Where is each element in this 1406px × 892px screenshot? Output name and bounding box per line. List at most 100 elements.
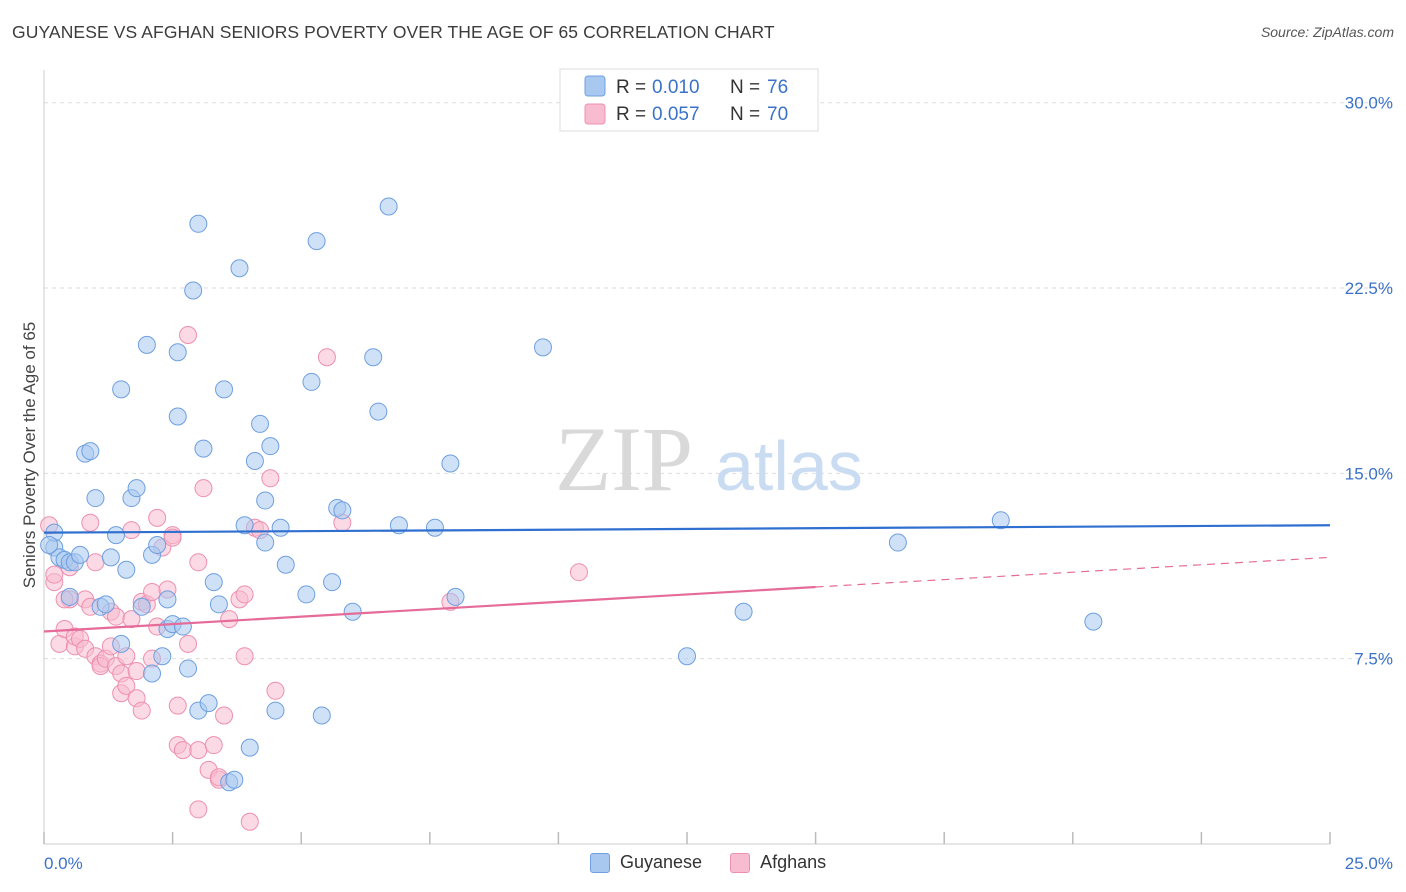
guyanese-point (425, 518, 444, 537)
guyanese-point (168, 407, 187, 426)
y-tick-label: 30.0% (1345, 94, 1393, 113)
chart-title: GUYANESE VS AFGHAN SENIORS POVERTY OVER … (12, 22, 775, 42)
legend-guyanese-n-label: N = (730, 77, 765, 98)
afghans-point (240, 812, 259, 831)
guyanese-point (158, 590, 177, 609)
guyanese-point (194, 439, 213, 458)
watermark: ZIP atlas (555, 408, 863, 510)
guyanese-point (261, 437, 280, 456)
x-tick-label-max: 25.0% (1345, 854, 1393, 873)
guyanese-point (302, 372, 321, 391)
afghans-trend-line (43, 585, 816, 633)
legend-guyanese-r-label: R = (616, 77, 651, 98)
guyanese-point (333, 501, 352, 520)
guyanese-point (173, 617, 192, 636)
guyanese-point (256, 533, 275, 552)
guyanese-point (112, 380, 131, 399)
guyanese-point (132, 597, 151, 616)
guyanese-point (533, 338, 552, 357)
guyanese-trend-line (43, 524, 1331, 534)
trend-lines (43, 524, 1331, 633)
guyanese-point (71, 545, 90, 564)
guyanese-point (256, 491, 275, 510)
guyanese-point (148, 536, 167, 555)
guyanese-point (209, 595, 228, 614)
afghans-point (163, 528, 182, 547)
guyanese-point (60, 587, 79, 606)
guyanese-point (168, 343, 187, 362)
afghans-point (194, 479, 213, 498)
guyanese-point (199, 694, 218, 713)
afghans-point (317, 348, 336, 367)
legend-afghans-r-label: R = (616, 104, 651, 125)
legend-item-afghans: Afghans (730, 852, 826, 873)
guyanese-point (297, 585, 316, 604)
afghans-point (261, 469, 280, 488)
x-tick-label-min: 0.0% (44, 854, 83, 873)
guyanese-point (101, 548, 120, 567)
afghans-point (168, 696, 187, 715)
guyanese-point (235, 516, 254, 535)
legend-afghans-r-value: 0.057 (652, 104, 700, 125)
guyanese-point (888, 533, 907, 552)
guyanese-point (991, 511, 1010, 530)
afghans-point (189, 553, 208, 572)
afghans-point (81, 513, 100, 532)
afghans-point (132, 701, 151, 720)
legend-guyanese-n-value: 76 (767, 77, 788, 98)
afghans-point (235, 585, 254, 604)
grid-lines (44, 102, 1392, 660)
guyanese-point (127, 479, 146, 498)
y-axis-label: Seniors Poverty Over the Age of 65 (20, 322, 39, 588)
guyanese-point (307, 232, 326, 251)
legend-bottom: Guyanese Afghans (590, 852, 826, 873)
afghans-swatch (730, 852, 751, 873)
y-tick-label: 7.5% (1354, 650, 1393, 669)
guyanese-point (225, 770, 244, 789)
afghans-point (45, 565, 64, 584)
legend-item-guyanese: Guyanese (590, 852, 702, 873)
guyanese-point (364, 348, 383, 367)
guyanese-points (40, 197, 1103, 792)
legend-label-guyanese: Guyanese (620, 852, 703, 872)
guyanese-point (266, 701, 285, 720)
legend-label-afghans: Afghans (760, 852, 827, 872)
watermark-zip: ZIP (555, 408, 693, 510)
legend-afghans-n-label: N = (730, 104, 765, 125)
x-ticks (43, 832, 1331, 844)
guyanese-point (117, 560, 136, 579)
guyanese-point (153, 647, 172, 666)
guyanese-swatch (590, 852, 610, 873)
guyanese-point (678, 647, 696, 666)
guyanese-point (96, 595, 115, 614)
guyanese-point (441, 454, 460, 473)
afghans-point (143, 582, 162, 601)
guyanese-point (230, 259, 249, 278)
afghans-point (189, 800, 208, 819)
guyanese-point (240, 738, 259, 757)
guyanese-point (179, 659, 198, 678)
y-tick-label: 15.0% (1345, 464, 1393, 483)
afghans-point (266, 681, 285, 700)
guyanese-point (343, 602, 362, 621)
afghans-trend-line-dashed (815, 556, 1331, 588)
guyanese-point (107, 526, 126, 545)
afghans-point (215, 706, 234, 725)
guyanese-point (81, 442, 100, 461)
guyanese-point (369, 402, 388, 421)
y-tick-labels: 7.5% 15.0% 22.5% 30.0% (1345, 94, 1393, 669)
afghans-point (189, 741, 208, 760)
afghans-point (179, 634, 198, 653)
y-tick-label: 22.5% (1345, 279, 1393, 298)
guyanese-point (312, 706, 331, 725)
guyanese-point (245, 452, 264, 470)
afghans-point (235, 647, 254, 666)
guyanese-point (189, 214, 208, 233)
guyanese-point (143, 664, 162, 683)
guyanese-point (379, 197, 398, 216)
afghans-point (179, 325, 198, 344)
afghans-point (148, 508, 167, 527)
afghans-point (569, 563, 588, 582)
afghans-point (204, 736, 223, 755)
legend-guyanese-r-value: 0.010 (652, 77, 700, 98)
